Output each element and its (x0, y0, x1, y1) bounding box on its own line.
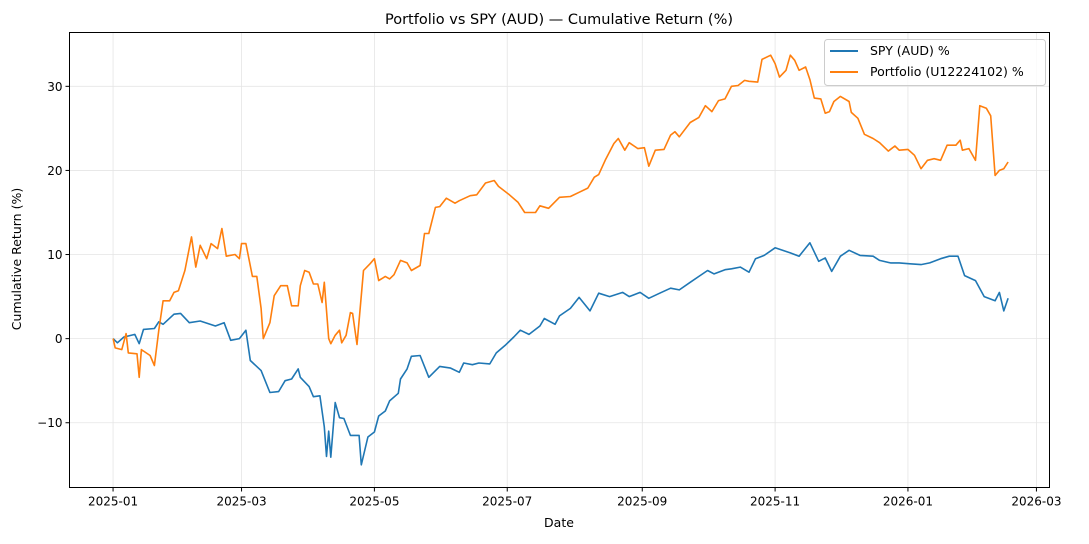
x-tick-label: 2025-07 (482, 495, 532, 509)
y-tick-label: −10 (37, 416, 62, 430)
legend: SPY (AUD) % Portfolio (U12224102) % (824, 39, 1046, 86)
legend-label-spy: SPY (AUD) % (870, 43, 950, 58)
x-axis-label: Date (544, 515, 574, 530)
series-lines (112, 54, 1009, 466)
x-tick-label: 2025-01 (88, 495, 138, 509)
legend-label-portfolio: Portfolio (U12224102) % (870, 64, 1024, 79)
x-tick-label: 2025-05 (349, 495, 399, 509)
x-tick-label: 2025-11 (750, 495, 800, 509)
y-tick-label: 20 (47, 164, 62, 178)
x-axis: 2025-01 2025-03 2025-05 2025-07 2025-09 2025-… (88, 487, 1062, 509)
chart-title: Portfolio vs SPY (AUD) — Cumulative Retu… (385, 12, 733, 28)
portfolio-line (112, 54, 1009, 379)
y-axis-label: Cumulative Return (%) (9, 188, 24, 330)
x-tick-label: 2025-03 (216, 495, 266, 509)
y-tick-label: 30 (47, 80, 62, 94)
x-tick-label: 2025-09 (617, 495, 667, 509)
legend-box (824, 39, 1046, 86)
y-tick-label: 0 (55, 332, 63, 346)
x-tick-label: 2026-01 (883, 495, 933, 509)
y-axis: −10 0 10 20 30 (37, 80, 70, 430)
spy-line (112, 242, 1009, 466)
x-tick-label: 2026-03 (1011, 495, 1061, 509)
y-tick-label: 10 (47, 248, 62, 262)
plot-frame (69, 32, 1050, 488)
grid (69, 32, 1050, 488)
